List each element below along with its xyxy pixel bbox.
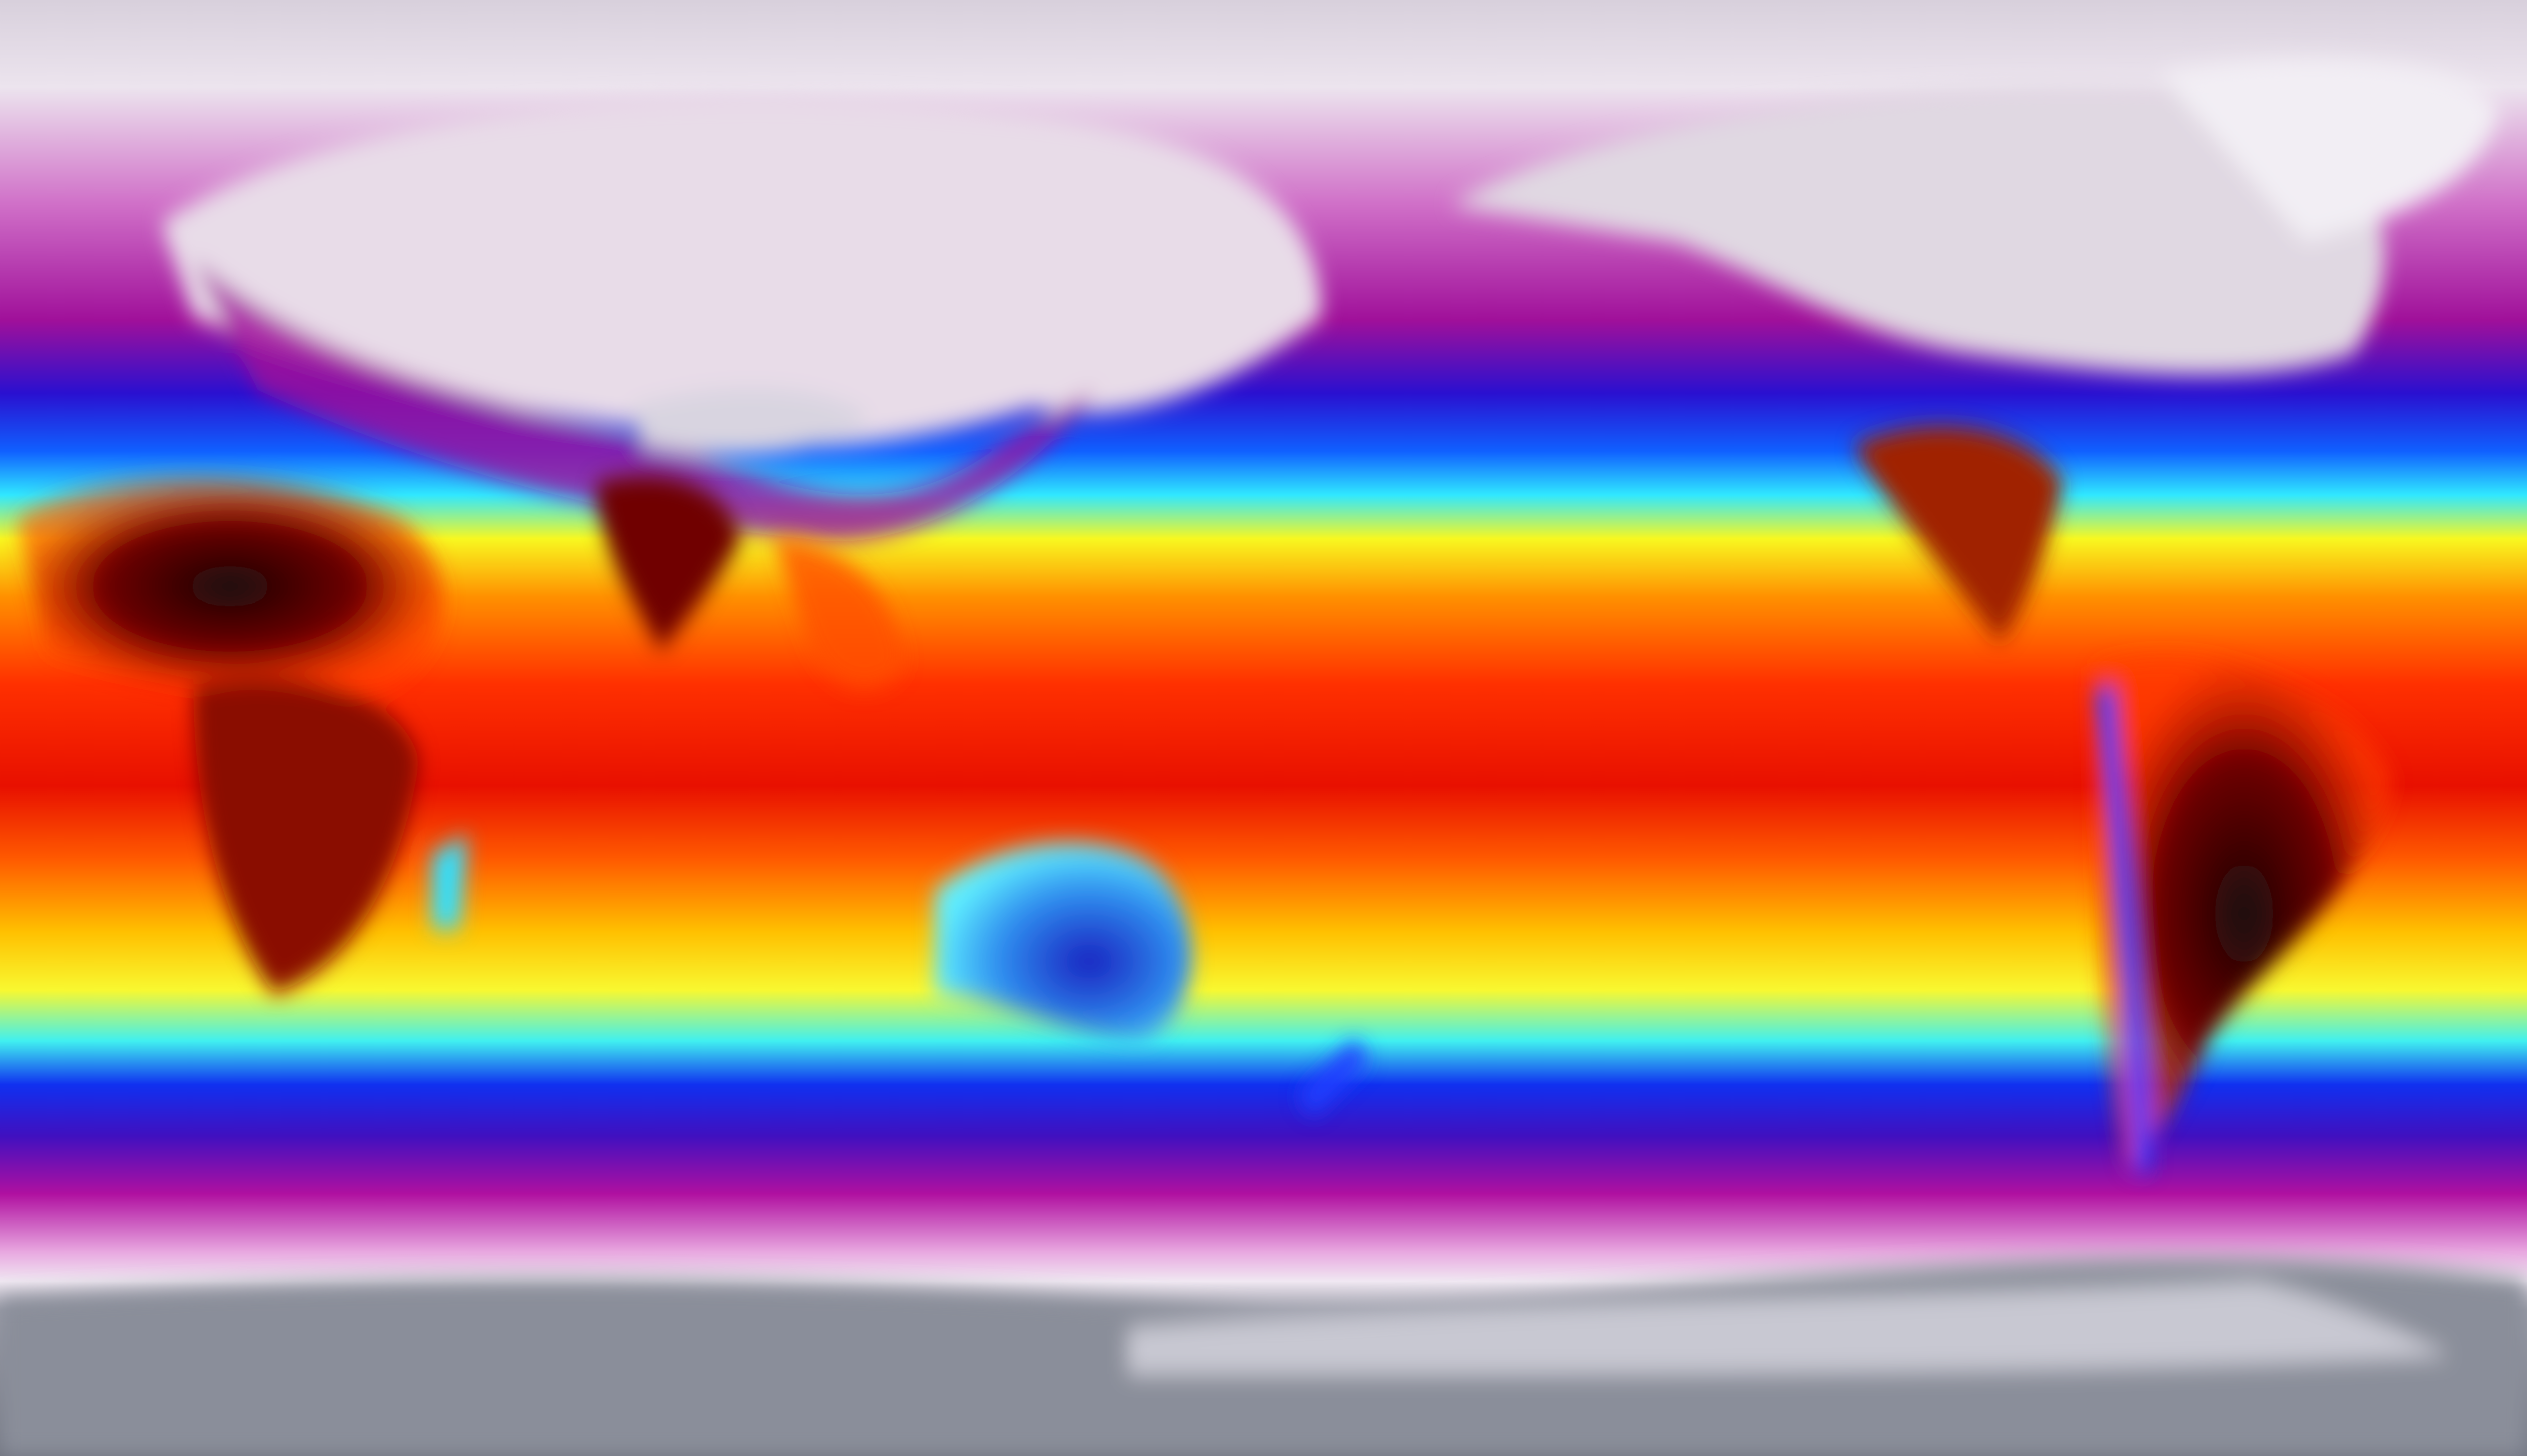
southeast-asia: [773, 538, 903, 688]
south-america: [2095, 656, 2394, 1170]
north-africa: [16, 478, 444, 695]
andes: [2095, 687, 2152, 1170]
tropical-landmasses: [16, 426, 2394, 1170]
southern-africa: [193, 680, 419, 994]
madagascar: [432, 835, 467, 929]
antarctic-coast: [1128, 1281, 2450, 1375]
australia: [934, 843, 1192, 1040]
india: [596, 476, 741, 650]
north-america-cold: [1450, 88, 2384, 374]
central-america: [1853, 426, 2063, 641]
antarctica: [0, 1257, 2527, 1456]
greenland: [2159, 59, 2498, 242]
eurasia-cold: [161, 97, 1322, 448]
tibet-plateau: [628, 389, 870, 455]
northern-landmasses: [161, 59, 2498, 542]
new-zealand: [1297, 1040, 1370, 1114]
